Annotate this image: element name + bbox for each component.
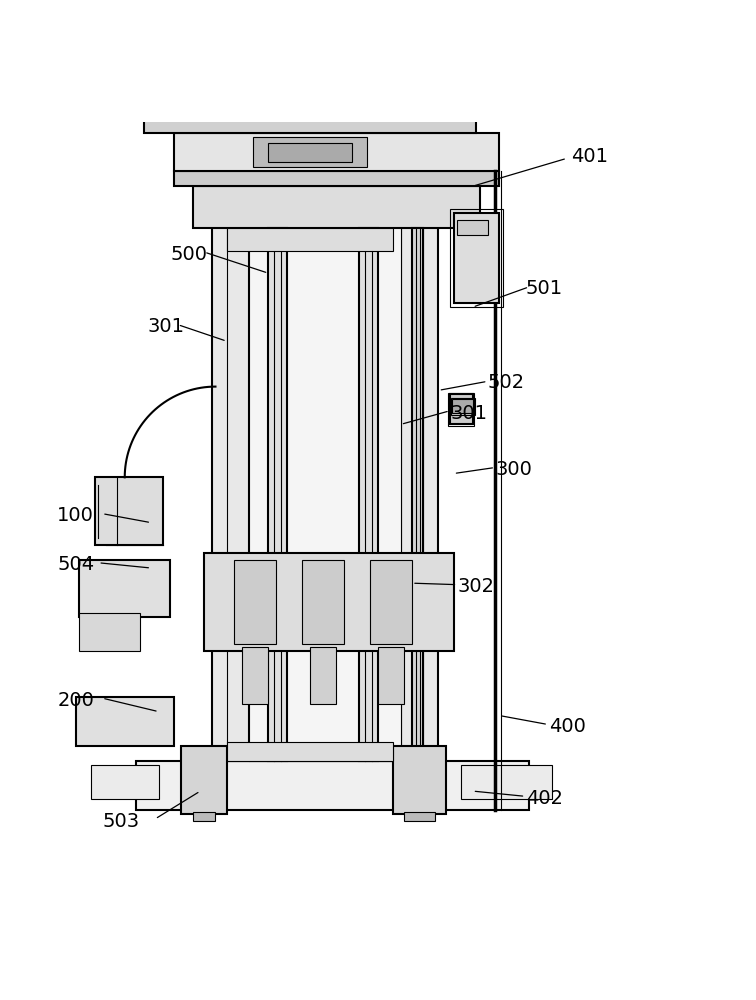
Bar [253, 137, 367, 167]
Bar [136, 761, 529, 810]
Bar [268, 228, 287, 761]
Bar [212, 213, 249, 761]
Text: 300: 300 [496, 460, 532, 479]
Text: 301: 301 [451, 404, 487, 423]
Bar [144, 120, 476, 133]
Bar [302, 560, 344, 644]
Text: 402: 402 [526, 789, 562, 808]
Bar [193, 186, 480, 228]
Bar [193, 812, 215, 821]
Bar [412, 228, 423, 761]
Bar [234, 560, 276, 644]
Bar [76, 697, 174, 746]
Bar [310, 647, 336, 704]
Bar [249, 213, 401, 761]
Bar [370, 560, 412, 644]
Text: 504: 504 [57, 555, 94, 574]
Text: 301: 301 [148, 317, 184, 336]
Circle shape [412, 787, 420, 795]
Bar [94, 477, 163, 545]
Bar [174, 171, 499, 186]
Bar [204, 553, 454, 651]
Circle shape [163, 787, 170, 795]
Bar [181, 746, 227, 814]
Circle shape [450, 787, 457, 795]
Text: 401: 401 [572, 147, 608, 166]
Text: 302: 302 [458, 577, 494, 596]
Bar [268, 143, 352, 162]
Bar [450, 209, 503, 307]
Bar [91, 765, 159, 799]
Circle shape [191, 124, 195, 129]
Bar [448, 393, 474, 426]
Text: 500: 500 [171, 245, 207, 264]
Text: 503: 503 [102, 812, 140, 831]
Bar [378, 647, 404, 704]
Bar [393, 746, 446, 814]
Bar [404, 812, 435, 821]
Bar [242, 647, 268, 704]
Bar [401, 213, 438, 761]
Bar [454, 213, 499, 303]
Circle shape [440, 124, 445, 129]
Text: 200: 200 [57, 691, 94, 710]
Circle shape [410, 124, 414, 129]
Bar [227, 228, 393, 251]
Circle shape [200, 787, 208, 795]
Bar [452, 399, 473, 413]
Bar [359, 228, 378, 761]
Bar [79, 613, 140, 651]
Bar [174, 133, 499, 171]
Text: 502: 502 [488, 373, 525, 392]
Text: 400: 400 [549, 717, 585, 736]
Circle shape [160, 124, 165, 129]
Bar [450, 394, 472, 424]
Bar [79, 560, 170, 617]
Bar [451, 398, 475, 415]
Bar [461, 765, 552, 799]
Text: 501: 501 [525, 279, 563, 298]
Bar [227, 742, 393, 761]
Bar [457, 220, 488, 235]
Text: 100: 100 [57, 506, 94, 525]
